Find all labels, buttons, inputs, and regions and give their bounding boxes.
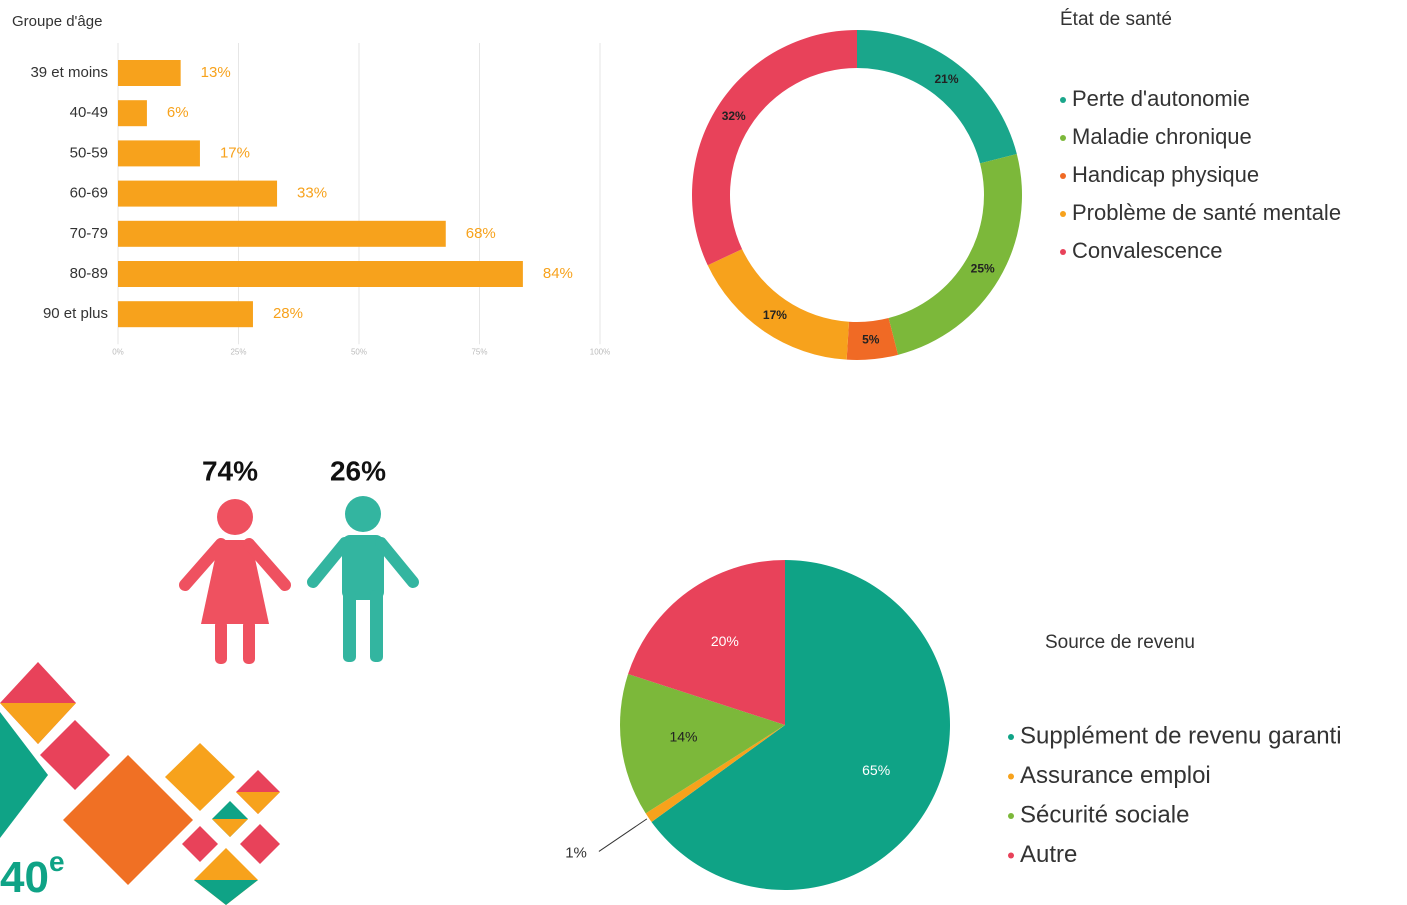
value-label: 68% (466, 225, 496, 242)
icon-head (345, 496, 381, 532)
value-label: 32% (722, 109, 746, 123)
infographic: 40e Groupe d'âge 0% 25% 50% 75% 100% 39 et moi… (0, 0, 1407, 905)
value-label: 26% (330, 455, 386, 486)
value-label: 6% (167, 104, 189, 121)
x-tick-label: 25% (230, 347, 246, 356)
x-tick-label: 0% (112, 347, 124, 356)
legend-marker (1060, 173, 1066, 179)
icon-arm (381, 543, 413, 582)
donut-slice (692, 30, 857, 265)
legend-label: Autre (1020, 841, 1077, 868)
x-tick-label: 75% (471, 347, 487, 356)
page: 40e Groupe d'âge 0% 25% 50% 75% 100% 39 et moi… (0, 0, 1407, 905)
legend-marker (1060, 135, 1066, 141)
bar (118, 60, 181, 86)
legend-label: Perte d'autonomie (1072, 86, 1250, 111)
legend-label: Handicap physique (1072, 162, 1259, 187)
bar (118, 140, 200, 166)
leader-line (599, 819, 647, 852)
bar (118, 221, 446, 247)
legend-marker (1008, 734, 1014, 740)
legend-label: Sécurité sociale (1020, 801, 1189, 828)
donut-slice (889, 154, 1022, 355)
legend-marker (1008, 813, 1014, 819)
diamond (212, 819, 248, 837)
value-label: 28% (273, 305, 303, 322)
donut-slice (857, 30, 1017, 163)
legend-marker (1060, 249, 1066, 255)
value-label: 14% (669, 729, 697, 745)
y-tick-label: 60-69 (70, 185, 108, 202)
icon-arm (313, 543, 345, 582)
logo-text: 40e (0, 846, 65, 901)
legend-marker (1060, 211, 1066, 217)
legend-label: Supplément de revenu garanti (1020, 722, 1342, 749)
value-label: 74% (202, 455, 258, 486)
icon-leg (370, 590, 383, 662)
logo-suffix: e (49, 846, 65, 877)
bar (118, 100, 147, 126)
legend-label: Maladie chronique (1072, 124, 1252, 149)
legend-marker (1008, 774, 1014, 780)
bar (118, 181, 277, 207)
bar (118, 261, 523, 287)
icon-leg (215, 620, 227, 664)
value-label: 17% (763, 308, 787, 322)
diamond (194, 880, 258, 905)
diamond (182, 826, 218, 862)
value-label: 5% (862, 333, 880, 347)
donut-slice (708, 249, 849, 360)
legend-label: Convalescence (1072, 238, 1222, 263)
y-tick-label: 90 et plus (43, 305, 108, 322)
icon-leg (243, 620, 255, 664)
diamond (165, 743, 235, 811)
value-label: 21% (934, 72, 958, 86)
x-tick-label: 50% (351, 347, 367, 356)
value-label: 33% (297, 185, 327, 202)
legend-marker (1008, 853, 1014, 859)
woman-icon (185, 499, 285, 664)
value-label: 17% (220, 144, 250, 161)
icon-leg (343, 590, 356, 662)
icon-head (217, 499, 253, 535)
y-tick-label: 39 et moins (30, 64, 108, 81)
diamond (240, 824, 280, 864)
logo-number: 40 (0, 853, 49, 902)
legend-label: Assurance emploi (1020, 762, 1211, 789)
value-label: 84% (543, 265, 573, 282)
value-label: 65% (862, 762, 890, 778)
chart-title: Source de revenu (1045, 632, 1195, 653)
y-tick-label: 50-59 (70, 144, 108, 161)
chart-title: État de santé (1060, 9, 1172, 30)
x-tick-label: 100% (590, 347, 610, 356)
man-icon (313, 496, 413, 662)
chart-title: Groupe d'âge (12, 13, 102, 30)
legend-marker (1060, 97, 1066, 103)
value-label: 1% (565, 844, 587, 861)
legend-label: Problème de santé mentale (1072, 200, 1341, 225)
value-label: 20% (711, 633, 739, 649)
value-label: 25% (971, 261, 995, 275)
diamond (236, 792, 280, 814)
y-tick-label: 80-89 (70, 265, 108, 282)
value-label: 13% (201, 64, 231, 81)
bar (118, 301, 253, 327)
y-tick-label: 70-79 (70, 225, 108, 242)
y-tick-label: 40-49 (70, 104, 108, 121)
